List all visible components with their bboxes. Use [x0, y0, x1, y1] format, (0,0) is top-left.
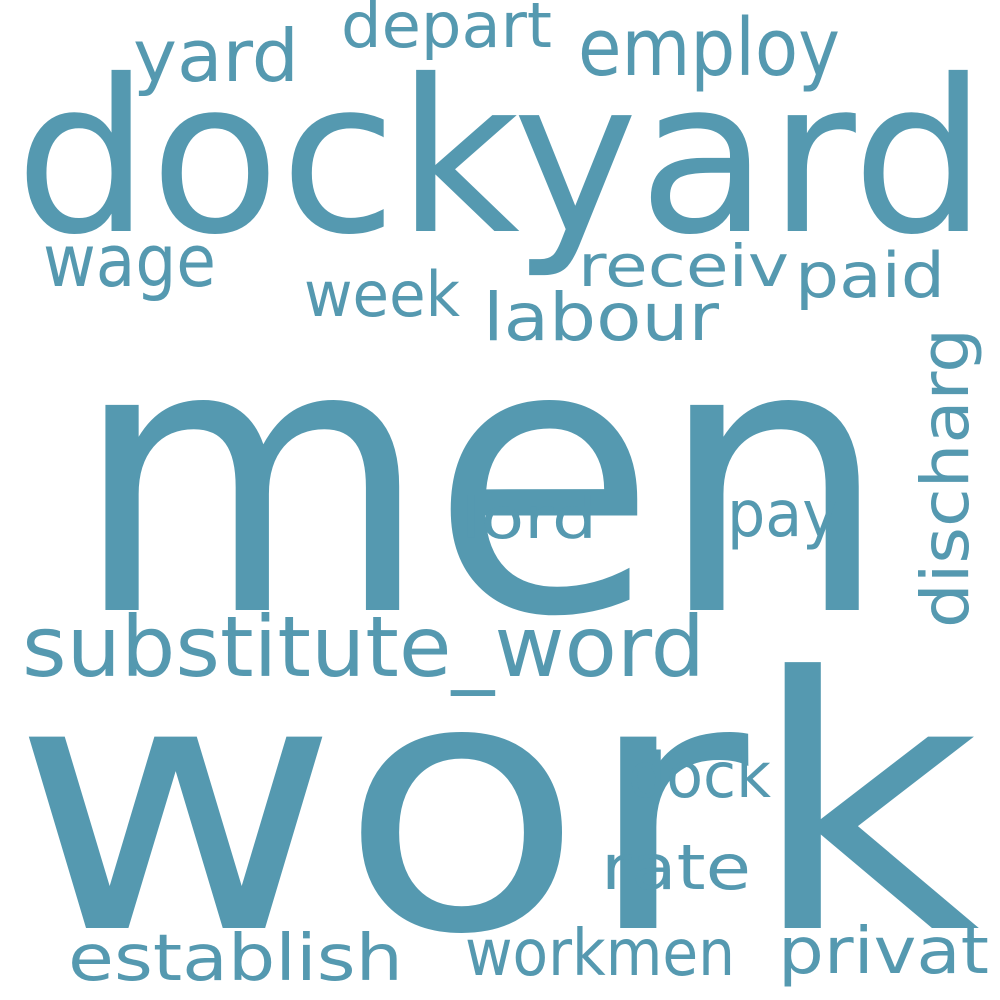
word-depart: depart	[341, 0, 552, 62]
word-week: week	[304, 258, 460, 331]
word-substitute-word: substitute_word	[22, 598, 705, 696]
word-pay: pay	[727, 478, 838, 552]
word-paid: paid	[795, 239, 945, 312]
word-men: men	[72, 263, 890, 699]
word-workmen: workmen	[465, 917, 735, 991]
word-work: work	[12, 603, 980, 1000]
word-labour: labour	[483, 279, 720, 356]
word-employ: employ	[578, 2, 840, 94]
word-dockyard: dockyard	[15, 34, 987, 281]
word-rate: rate	[601, 831, 751, 904]
word-discharg: discharg	[907, 328, 984, 628]
word-dock: dock	[628, 739, 771, 812]
word-yard: yard	[133, 14, 299, 98]
word-privat: privat	[778, 915, 989, 989]
word-receiv: receiv	[578, 232, 789, 300]
word-lord: lord	[461, 486, 597, 552]
word-wage: wage	[43, 219, 216, 303]
word-establish: establish	[68, 922, 403, 996]
